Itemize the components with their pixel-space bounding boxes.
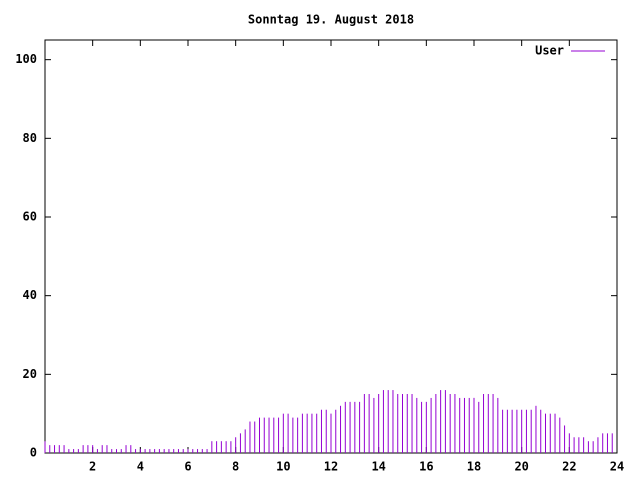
- y-tick-label: 0: [30, 446, 37, 460]
- y-tick-label: 60: [23, 210, 37, 224]
- y-tick-label: 40: [23, 288, 37, 302]
- x-tick-label: 14: [371, 460, 385, 474]
- y-tick-label: 20: [23, 367, 37, 381]
- x-tick-label: 2: [89, 460, 96, 474]
- y-tick-label: 100: [15, 52, 37, 66]
- plot-frame: [44, 39, 618, 454]
- x-tick-label: 10: [276, 460, 290, 474]
- x-tick-label: 18: [467, 460, 481, 474]
- x-tick-label: 24: [610, 460, 624, 474]
- x-tick-label: 12: [324, 460, 338, 474]
- x-tick-label: 4: [137, 460, 144, 474]
- x-tick-label: 16: [419, 460, 433, 474]
- chart-title: Sonntag 19. August 2018: [248, 13, 414, 27]
- x-tick-label: 8: [232, 460, 239, 474]
- legend-label: User: [535, 44, 564, 58]
- y-tick-label: 80: [23, 131, 37, 145]
- x-tick-label: 22: [562, 460, 576, 474]
- x-tick-label: 20: [514, 460, 528, 474]
- x-tick-label: 6: [184, 460, 191, 474]
